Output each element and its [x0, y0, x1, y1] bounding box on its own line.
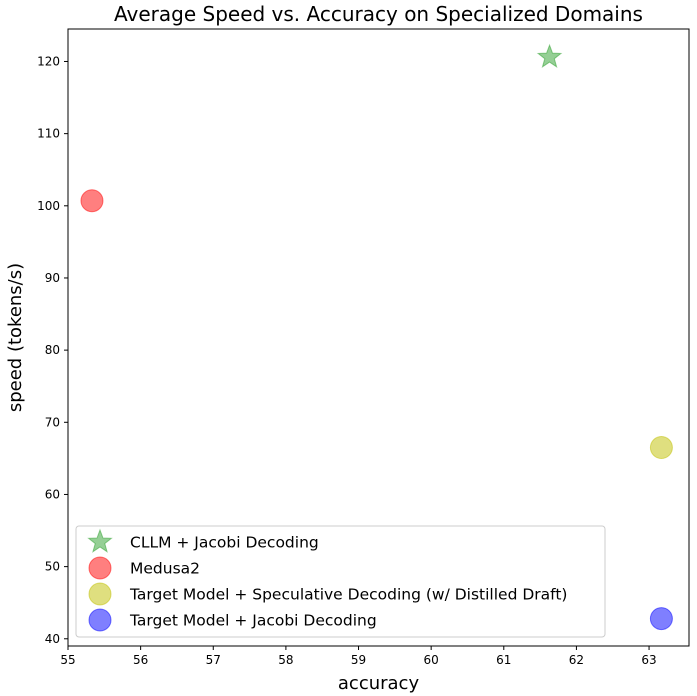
legend-label-1: CLLM + Jacobi Decoding — [130, 534, 319, 552]
chart-title: Average Speed vs. Accuracy on Specialize… — [114, 2, 643, 26]
y-tick-label: 60 — [45, 487, 60, 501]
x-tick-label: 62 — [569, 653, 584, 667]
axes: 55 56 57 58 59 60 61 62 63 40 50 60 70 80 90 100 110 120 — [37, 54, 657, 667]
legend-label-4: Target Model + Jacobi Decoding — [129, 612, 377, 630]
y-tick-label: 80 — [45, 343, 60, 357]
legend-label-2: Medusa2 — [130, 560, 200, 578]
x-tick-label: 59 — [351, 653, 366, 667]
x-axis-title: accuracy — [338, 673, 420, 694]
y-tick-label: 70 — [45, 415, 60, 429]
x-tick-label: 61 — [496, 653, 511, 667]
legend: CLLM + Jacobi Decoding Medusa2 Target Mode… — [75, 525, 606, 638]
x-tick-label: 56 — [133, 653, 148, 667]
legend-marker-2 — [88, 556, 112, 580]
x-tick-label: 60 — [424, 653, 439, 667]
legend-marker-4 — [88, 608, 112, 632]
y-tick-label: 120 — [37, 54, 60, 68]
data-point-1 — [536, 43, 563, 69]
x-tick-label: 55 — [60, 653, 75, 667]
data-point-3 — [649, 436, 673, 460]
y-tick-label: 110 — [37, 127, 60, 141]
y-axis-title: speed (tokens/s) — [5, 263, 26, 412]
legend-label-3: Target Model + Speculative Decoding (w/ … — [129, 586, 567, 604]
plot-area — [67, 28, 690, 647]
legend-box — [75, 525, 606, 638]
y-tick-label: 100 — [37, 199, 60, 213]
x-tick-label: 63 — [641, 653, 656, 667]
legend-marker-3 — [88, 582, 112, 606]
y-tick-label: 90 — [45, 271, 60, 285]
legend-marker-1 — [87, 528, 113, 553]
data-point-2 — [80, 189, 104, 213]
data-point-4 — [649, 607, 673, 631]
y-tick-label: 50 — [45, 560, 60, 574]
x-tick-label: 57 — [206, 653, 221, 667]
data-points — [80, 43, 673, 631]
x-tick-label: 58 — [278, 653, 293, 667]
y-tick-label: 40 — [45, 632, 60, 646]
